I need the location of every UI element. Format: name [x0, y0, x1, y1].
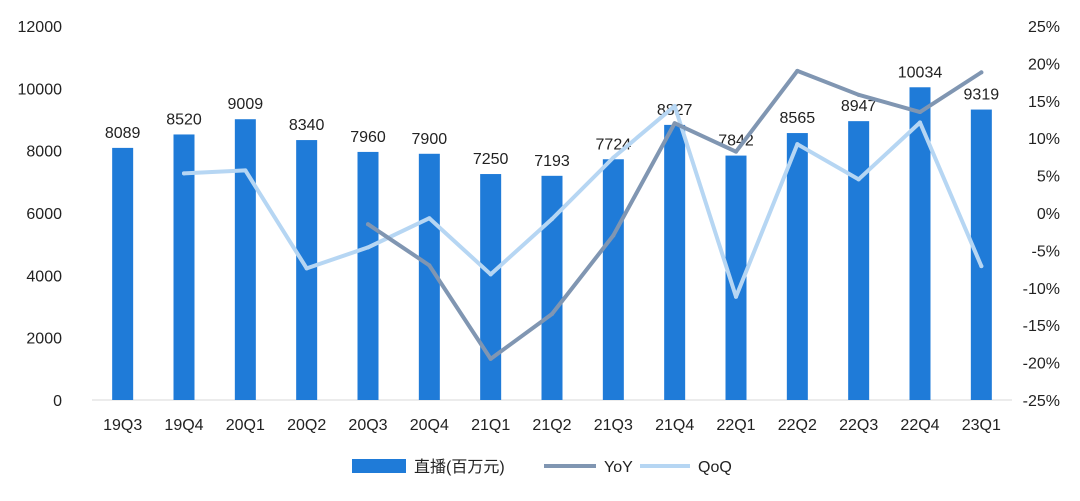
bar-data-label: 8565 — [780, 110, 816, 127]
qoq-point — [550, 216, 554, 221]
bar — [112, 147, 134, 400]
yoy-point — [918, 110, 922, 115]
qoq-line — [182, 104, 984, 299]
bar-data-label: 8089 — [105, 125, 141, 142]
x-tick-label: 21Q3 — [594, 417, 633, 434]
bar-data-label: 7250 — [473, 151, 509, 168]
legend-label: QoQ — [698, 459, 732, 476]
x-tick-label: 20Q1 — [226, 417, 265, 434]
bar-data-label: 8947 — [841, 98, 877, 115]
x-tick-label: 20Q2 — [287, 417, 326, 434]
x-tick-label: 20Q4 — [410, 417, 449, 434]
qoq-point — [795, 142, 800, 147]
bar-data-label: 9319 — [964, 87, 1000, 104]
x-tick-label: 19Q3 — [103, 417, 142, 434]
qoq-point — [182, 171, 186, 176]
legend-label: 直播(百万元) — [414, 458, 505, 476]
left-tick-label: 10000 — [18, 81, 63, 98]
bar — [234, 119, 256, 401]
bar — [418, 153, 440, 400]
bar-data-label: 8340 — [289, 117, 325, 134]
legend-swatch-bar — [352, 459, 406, 473]
right-tick-label: -20% — [1023, 356, 1060, 373]
bar — [848, 121, 870, 401]
yoy-point — [427, 263, 432, 268]
left-tick-label: 0 — [53, 393, 62, 410]
qoq-point — [488, 272, 493, 277]
bar — [602, 159, 624, 400]
bar — [357, 151, 379, 400]
yoy-point — [611, 233, 616, 238]
bar — [173, 134, 195, 400]
bar — [970, 109, 992, 400]
qoq-point — [918, 120, 922, 125]
right-tick-label: 5% — [1037, 169, 1060, 186]
yoy-point — [979, 70, 984, 75]
right-tick-label: 15% — [1028, 94, 1060, 111]
x-tick-label: 23Q1 — [962, 417, 1001, 434]
x-axis: 19Q3 19Q4 20Q1 20Q2 20Q3 20Q4 21Q1 21Q2 21Q3 21Q4… — [103, 417, 1001, 434]
right-tick-label: 0% — [1037, 206, 1060, 223]
bar-data-label: 7900 — [412, 131, 448, 148]
yoy-point — [550, 311, 554, 316]
qoq-point — [304, 266, 309, 271]
yoy-point — [856, 92, 861, 97]
right-tick-label: 20% — [1028, 56, 1060, 73]
qoq-point — [734, 294, 738, 299]
left-tick-label: 6000 — [26, 206, 62, 223]
qoq-point — [366, 245, 370, 250]
qoq-point — [856, 177, 861, 182]
left-axis: 0 2000 4000 6000 8000 10000 12000 — [18, 19, 63, 410]
qoq-point — [427, 216, 432, 221]
bar-data-label: 7960 — [350, 129, 386, 146]
yoy-point — [366, 222, 370, 227]
right-tick-label: 25% — [1028, 19, 1060, 36]
x-tick-label: 21Q1 — [471, 417, 510, 434]
left-tick-label: 12000 — [18, 19, 63, 36]
line-series — [182, 68, 984, 361]
x-tick-label: 22Q3 — [839, 417, 878, 434]
qoq-point — [243, 168, 248, 173]
yoy-point — [672, 121, 677, 126]
x-tick-label: 19Q4 — [164, 417, 203, 434]
yoy-point — [488, 356, 493, 361]
bar-data-label: 8520 — [166, 111, 202, 128]
right-tick-label: -10% — [1023, 281, 1060, 298]
left-tick-label: 2000 — [26, 331, 62, 348]
bar — [786, 133, 808, 400]
bar — [725, 155, 747, 400]
right-tick-label: -5% — [1032, 243, 1060, 260]
x-tick-label: 22Q4 — [900, 417, 939, 434]
left-tick-label: 4000 — [26, 268, 62, 285]
legend: 直播(百万元) YoY QoQ — [352, 458, 732, 476]
bar — [541, 175, 563, 400]
left-tick-label: 8000 — [26, 144, 62, 161]
qoq-point — [672, 104, 677, 109]
bar-series — [112, 87, 992, 401]
bar — [480, 174, 502, 400]
legend-label: YoY — [604, 459, 633, 476]
bar-data-label: 9009 — [228, 96, 264, 113]
x-tick-label: 21Q4 — [655, 417, 694, 434]
yoy-point — [795, 68, 800, 73]
x-tick-label: 22Q1 — [716, 417, 755, 434]
qoq-point — [979, 264, 984, 269]
bar — [664, 124, 686, 400]
qoq-point — [611, 155, 616, 160]
bar-data-label: 10034 — [898, 64, 943, 81]
x-tick-label: 20Q3 — [348, 417, 387, 434]
yoy-point — [734, 149, 738, 154]
right-tick-label: -15% — [1023, 318, 1060, 335]
x-tick-label: 21Q2 — [532, 417, 571, 434]
x-tick-label: 22Q2 — [778, 417, 817, 434]
right-tick-label: 10% — [1028, 131, 1060, 148]
right-axis: -25% -20% -15% -10% -5% 0% 5% 10% 15% 20% 25% — [1023, 19, 1060, 410]
right-tick-label: -25% — [1023, 393, 1060, 410]
bar-data-label: 7193 — [534, 153, 570, 170]
bar — [909, 87, 931, 400]
